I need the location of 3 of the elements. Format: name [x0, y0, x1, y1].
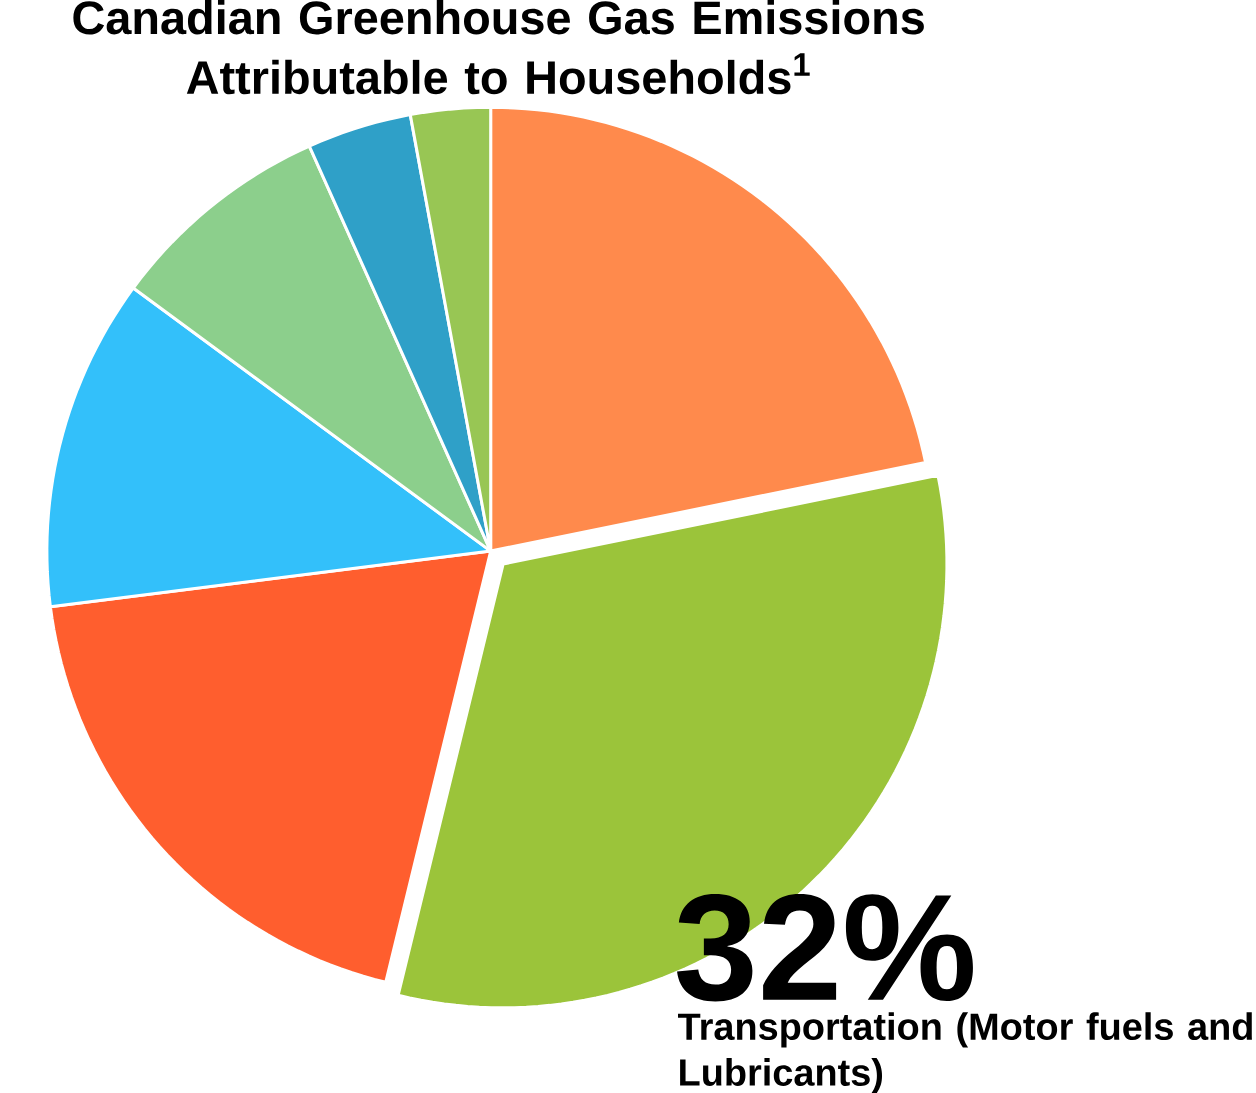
slice-label: Transportation (Motor fuels and Lubricants)	[678, 1012, 1252, 1093]
data-label: 32%	[677, 893, 973, 1002]
chart-title: Canadian Greenhouse Gas Emissions Attributable to Households$^{1}$	[73, 0, 924, 95]
